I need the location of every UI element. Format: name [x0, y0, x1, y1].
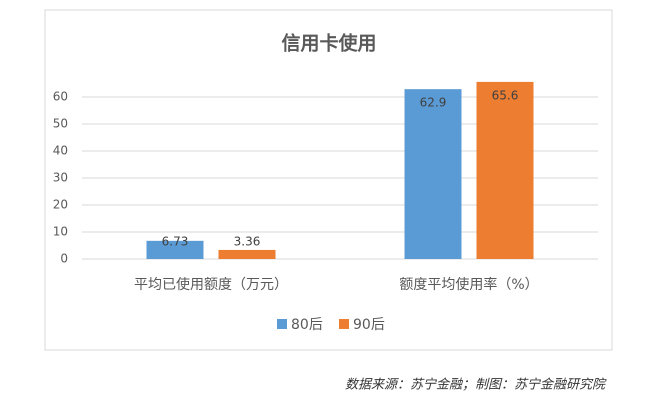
bar [404, 89, 462, 259]
y-tick-label: 20 [53, 198, 68, 212]
y-tick-label: 10 [53, 225, 68, 239]
data-label: 6.73 [162, 235, 189, 249]
y-tick-label: 60 [53, 90, 68, 104]
legend-label: 90后 [353, 317, 385, 333]
source-note: 数据来源：苏宁金融；制图：苏宁金融研究院 [345, 377, 607, 393]
data-label: 65.6 [492, 88, 519, 102]
bar [476, 81, 534, 259]
legend-swatch [277, 319, 287, 329]
legend-label: 80后 [291, 317, 323, 333]
bar [146, 240, 204, 259]
y-tick-label: 0 [60, 252, 68, 266]
y-tick-label: 30 [53, 171, 68, 185]
legend-swatch [339, 319, 349, 329]
data-label: 3.36 [234, 235, 261, 249]
x-tick-label: 额度平均使用率（%） [399, 276, 538, 293]
data-label: 62.9 [420, 96, 447, 110]
bar [218, 249, 276, 259]
x-tick-label: 平均已使用额度（万元） [134, 276, 288, 293]
chart-title: 信用卡使用 [281, 32, 376, 55]
y-tick-label: 50 [53, 117, 68, 131]
y-tick-label: 40 [53, 144, 68, 158]
